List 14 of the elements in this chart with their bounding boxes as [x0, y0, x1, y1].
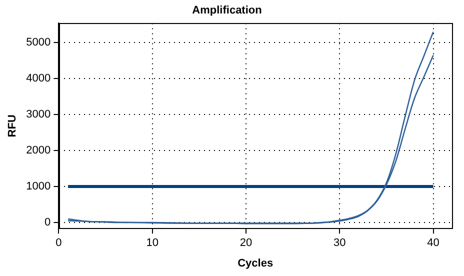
y-tick-label: 3000: [26, 108, 51, 120]
y-tick-label: 5000: [26, 36, 51, 48]
y-axis-title: RFU: [6, 114, 19, 138]
y-tick-label: 1000: [26, 180, 51, 192]
x-tick-label: 30: [333, 237, 346, 250]
chart-title: Amplification: [192, 4, 262, 17]
x-tick-label: 40: [427, 237, 440, 250]
y-tick-label: 0: [44, 216, 51, 229]
x-tick-label: 10: [146, 237, 158, 250]
x-tick-label: 0: [56, 237, 62, 250]
x-tick-label: 20: [240, 237, 252, 250]
y-tick-label: 4000: [26, 72, 51, 84]
x-axis-title: Cycles: [238, 257, 274, 270]
y-tick-label: 2000: [26, 144, 51, 156]
